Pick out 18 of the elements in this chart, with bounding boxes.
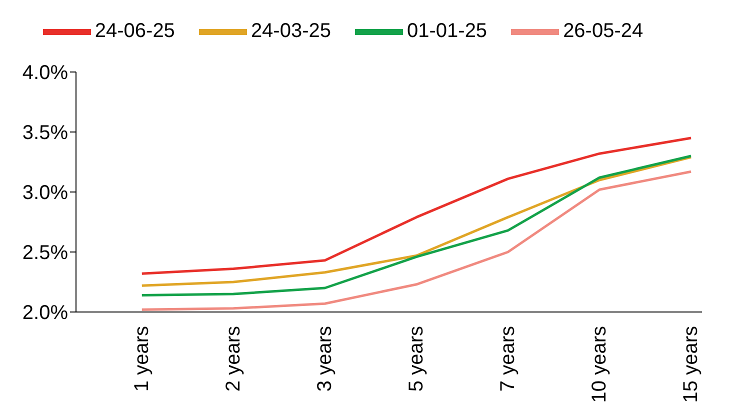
x-tick-label: 7 years — [496, 326, 519, 392]
y-tick-label: 3.0% — [22, 182, 68, 204]
legend-label: 01-01-25 — [407, 20, 488, 42]
y-tick-label: 3.5% — [22, 122, 68, 144]
y-tick-label: 2.0% — [22, 302, 68, 324]
legend-label: 24-03-25 — [250, 20, 331, 42]
legend-label: 26-05-24 — [563, 20, 644, 42]
x-tick-label: 5 years — [405, 326, 428, 392]
line-series — [140, 170, 692, 311]
y-tick-label: 2.5% — [22, 242, 68, 264]
line-series — [140, 136, 692, 275]
legend-label: 24-06-25 — [94, 20, 175, 42]
x-tick-label: 1 years — [130, 326, 153, 392]
x-tick-label: 10 years — [588, 326, 610, 403]
x-tick-label: 3 years — [314, 326, 336, 392]
x-tick-label: 15 years — [680, 326, 702, 403]
x-tick-label: 2 years — [222, 326, 244, 392]
y-tick-label: 4.0% — [22, 62, 68, 84]
